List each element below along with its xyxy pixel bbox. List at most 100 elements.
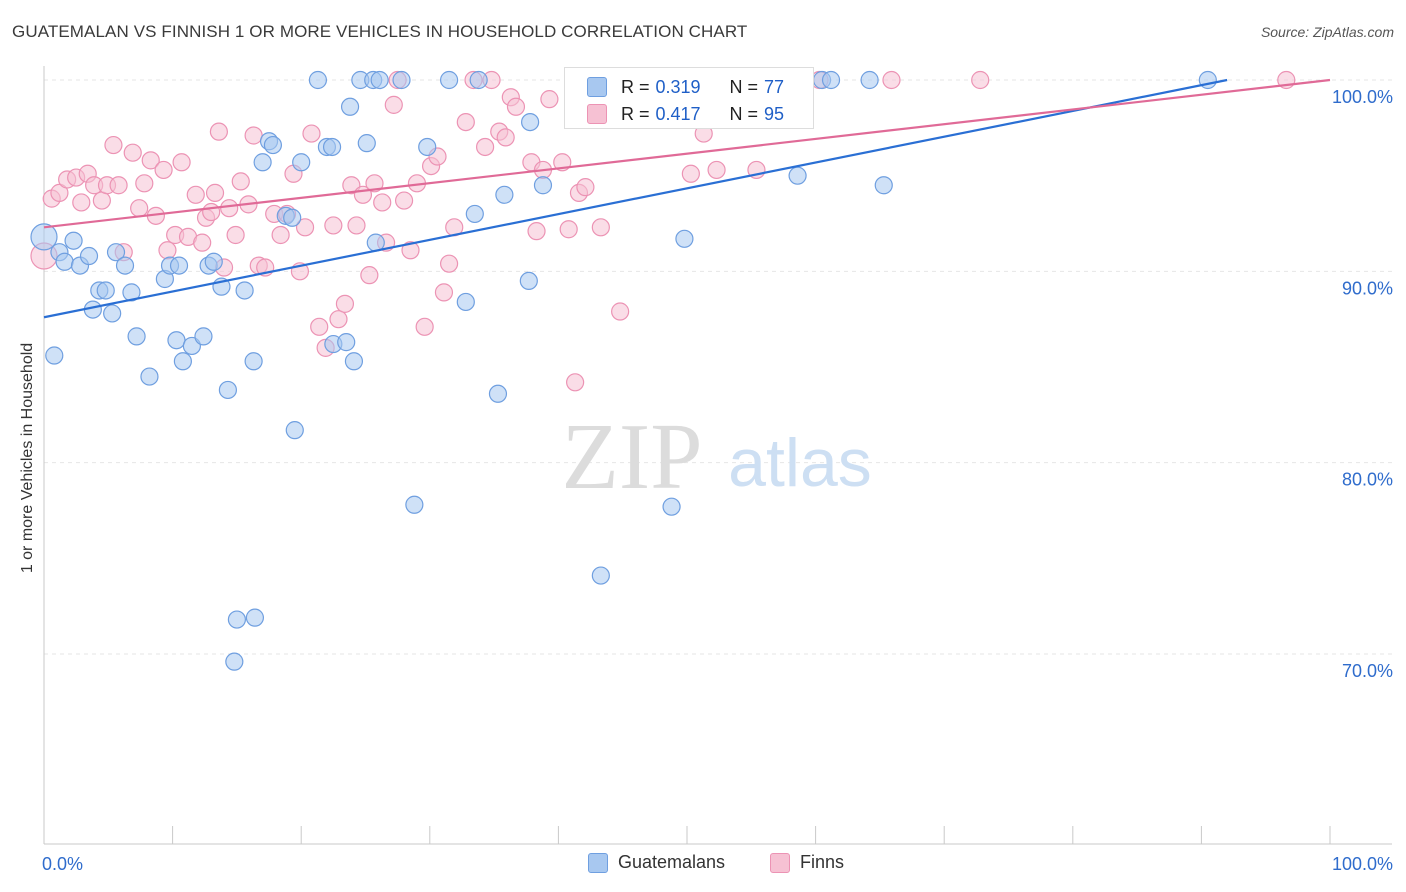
- point-guatemalans[interactable]: [103, 304, 122, 323]
- point-finns[interactable]: [172, 153, 191, 172]
- point-finns[interactable]: [540, 90, 559, 109]
- point-guatemalans[interactable]: [227, 610, 246, 629]
- point-guatemalans[interactable]: [405, 495, 424, 514]
- point-finns[interactable]: [141, 151, 160, 170]
- point-guatemalans[interactable]: [533, 176, 553, 195]
- point-guatemalans[interactable]: [370, 70, 389, 90]
- point-finns[interactable]: [434, 283, 454, 302]
- point-guatemalans[interactable]: [167, 331, 186, 350]
- point-finns[interactable]: [130, 199, 149, 218]
- point-finns[interactable]: [707, 160, 726, 180]
- point-guatemalans[interactable]: [55, 252, 74, 271]
- point-guatemalans[interactable]: [115, 256, 135, 275]
- point-guatemalans[interactable]: [292, 153, 311, 172]
- point-guatemalans[interactable]: [469, 70, 488, 90]
- point-guatemalans[interactable]: [79, 246, 99, 266]
- point-guatemalans[interactable]: [821, 70, 841, 90]
- point-guatemalans[interactable]: [344, 352, 364, 371]
- point-guatemalans[interactable]: [235, 281, 254, 300]
- point-guatemalans[interactable]: [245, 608, 265, 627]
- point-finns[interactable]: [506, 97, 526, 116]
- point-guatemalans[interactable]: [418, 137, 437, 157]
- point-finns[interactable]: [109, 176, 128, 195]
- point-finns[interactable]: [104, 135, 123, 155]
- point-guatemalans[interactable]: [874, 176, 893, 195]
- point-finns[interactable]: [226, 225, 245, 245]
- point-finns[interactable]: [92, 191, 111, 210]
- legend-item-finns[interactable]: Finns: [770, 852, 844, 873]
- point-guatemalans[interactable]: [519, 271, 538, 290]
- point-finns[interactable]: [335, 294, 355, 313]
- point-guatemalans[interactable]: [283, 208, 302, 227]
- point-guatemalans[interactable]: [45, 346, 64, 365]
- point-guatemalans[interactable]: [140, 367, 159, 386]
- point-finns[interactable]: [566, 373, 585, 392]
- point-guatemalans[interactable]: [495, 185, 514, 204]
- point-guatemalans[interactable]: [392, 70, 411, 90]
- point-guatemalans[interactable]: [173, 352, 192, 371]
- point-guatemalans[interactable]: [488, 384, 508, 403]
- point-guatemalans[interactable]: [337, 333, 356, 352]
- point-finns[interactable]: [591, 218, 610, 237]
- point-finns[interactable]: [50, 183, 69, 202]
- point-finns[interactable]: [324, 216, 343, 235]
- point-finns[interactable]: [971, 70, 990, 90]
- point-finns[interactable]: [244, 126, 263, 145]
- point-finns[interactable]: [576, 178, 595, 197]
- point-finns[interactable]: [154, 160, 173, 180]
- point-guatemalans[interactable]: [225, 652, 244, 671]
- point-finns[interactable]: [186, 185, 205, 204]
- point-guatemalans[interactable]: [357, 134, 376, 153]
- point-guatemalans[interactable]: [662, 497, 681, 516]
- point-guatemalans[interactable]: [788, 166, 807, 185]
- point-finns[interactable]: [439, 254, 459, 273]
- point-finns[interactable]: [220, 199, 239, 218]
- point-guatemalans[interactable]: [322, 137, 342, 157]
- legend-item-guatemalans[interactable]: Guatemalans: [588, 852, 725, 873]
- point-guatemalans[interactable]: [127, 327, 146, 346]
- point-finns[interactable]: [611, 302, 630, 321]
- point-guatemalans[interactable]: [106, 243, 126, 262]
- point-guatemalans[interactable]: [675, 229, 694, 248]
- point-guatemalans[interactable]: [340, 97, 360, 116]
- point-finns[interactable]: [456, 112, 475, 132]
- point-finns[interactable]: [347, 216, 366, 235]
- point-finns[interactable]: [373, 193, 392, 212]
- point-guatemalans[interactable]: [521, 112, 540, 132]
- point-finns[interactable]: [401, 241, 420, 260]
- point-guatemalans[interactable]: [30, 223, 58, 251]
- point-guatemalans[interactable]: [96, 281, 115, 300]
- point-finns[interactable]: [310, 317, 329, 336]
- point-finns[interactable]: [496, 128, 515, 147]
- point-finns[interactable]: [271, 225, 290, 245]
- point-finns[interactable]: [205, 183, 225, 202]
- point-finns[interactable]: [193, 233, 212, 252]
- point-guatemalans[interactable]: [860, 70, 879, 90]
- point-finns[interactable]: [365, 174, 384, 193]
- point-finns[interactable]: [475, 137, 495, 157]
- point-finns[interactable]: [527, 222, 546, 241]
- point-guatemalans[interactable]: [244, 352, 263, 371]
- point-finns[interactable]: [302, 124, 321, 143]
- point-guatemalans[interactable]: [465, 204, 484, 224]
- point-guatemalans[interactable]: [263, 135, 283, 155]
- point-guatemalans[interactable]: [285, 421, 304, 440]
- point-finns[interactable]: [394, 191, 414, 210]
- point-guatemalans[interactable]: [591, 566, 610, 585]
- point-finns[interactable]: [329, 310, 348, 329]
- point-guatemalans[interactable]: [253, 153, 272, 172]
- point-finns[interactable]: [415, 317, 434, 336]
- point-finns[interactable]: [158, 241, 177, 260]
- point-guatemalans[interactable]: [308, 70, 328, 90]
- point-guatemalans[interactable]: [204, 252, 223, 271]
- point-guatemalans[interactable]: [122, 283, 141, 302]
- point-finns[interactable]: [209, 122, 228, 141]
- point-finns[interactable]: [295, 218, 315, 237]
- point-finns[interactable]: [202, 202, 221, 222]
- point-finns[interactable]: [72, 193, 91, 212]
- point-finns[interactable]: [123, 143, 142, 162]
- point-finns[interactable]: [384, 95, 403, 114]
- point-guatemalans[interactable]: [169, 256, 189, 275]
- point-finns[interactable]: [231, 172, 250, 191]
- point-finns[interactable]: [882, 70, 901, 90]
